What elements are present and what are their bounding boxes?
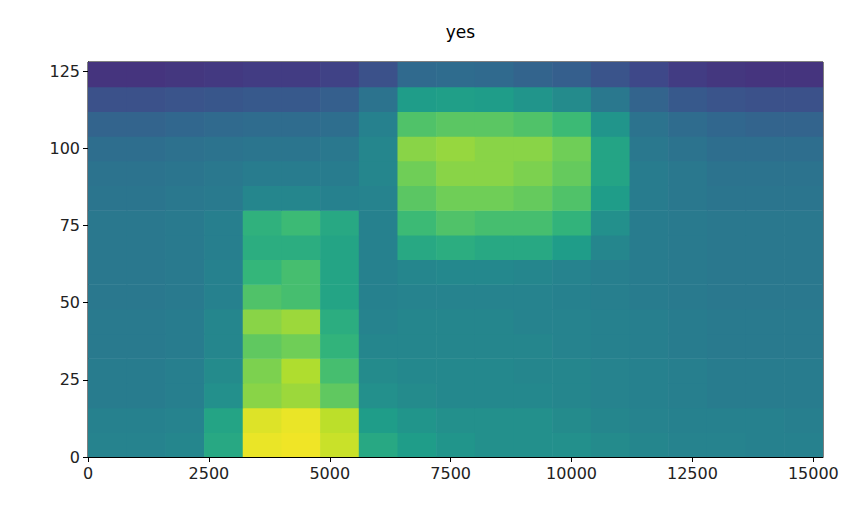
svg-text:0: 0	[70, 448, 80, 467]
svg-text:2500: 2500	[189, 464, 230, 483]
svg-text:10000: 10000	[546, 464, 597, 483]
svg-text:5000: 5000	[309, 464, 350, 483]
svg-text:25: 25	[60, 370, 80, 389]
svg-text:yes: yes	[446, 22, 476, 42]
svg-text:75: 75	[60, 216, 80, 235]
svg-text:7500: 7500	[430, 464, 471, 483]
svg-text:15000: 15000	[788, 464, 839, 483]
svg-text:100: 100	[49, 139, 80, 158]
svg-text:125: 125	[49, 62, 80, 81]
svg-text:50: 50	[60, 293, 80, 312]
svg-text:0: 0	[83, 464, 93, 483]
svg-text:12500: 12500	[667, 464, 718, 483]
